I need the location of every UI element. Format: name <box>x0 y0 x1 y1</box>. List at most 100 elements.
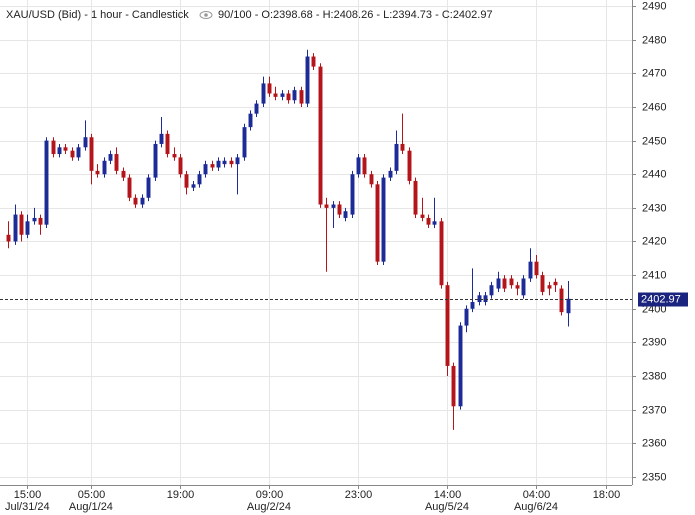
candle-body <box>343 211 348 218</box>
candle-body <box>102 160 107 175</box>
candle-body <box>369 174 374 185</box>
y-tick-label: 2430 <box>642 202 666 214</box>
candle-body <box>394 143 399 171</box>
candle-body <box>496 278 501 289</box>
x-date-label: Aug/6/24 <box>514 501 558 513</box>
candle-body <box>242 127 247 158</box>
candle-body <box>426 217 431 225</box>
candle-body <box>362 157 367 175</box>
candle-body <box>159 133 164 144</box>
candle-body <box>381 177 386 262</box>
candle-body <box>57 147 62 155</box>
candle-body <box>51 140 56 155</box>
candle-body <box>356 157 361 175</box>
axes: 2350236023702380239024002410242024302440… <box>5 0 688 513</box>
candle-body <box>95 170 100 175</box>
candle-body <box>407 150 412 181</box>
candle-body <box>528 261 533 279</box>
candle-body <box>197 174 202 185</box>
candle-body <box>13 214 18 242</box>
candle-body <box>311 56 316 67</box>
candle-body <box>559 288 564 313</box>
last-price-label: 2402.97 <box>641 293 681 305</box>
y-tick-label: 2460 <box>642 101 666 113</box>
candle-body <box>470 302 475 309</box>
candle-body <box>153 143 158 178</box>
candle-body <box>261 83 266 104</box>
candle-body <box>108 154 113 161</box>
y-tick-label: 2490 <box>642 0 666 12</box>
chart-title: XAU/USD (Bid) - 1 hour - Candlestick <box>6 9 189 21</box>
candle-body <box>400 143 405 151</box>
candle-body <box>210 164 215 168</box>
x-tick-label: 15:00 <box>14 489 42 501</box>
candle-body <box>509 278 514 286</box>
x-date-label: Aug/5/24 <box>425 501 469 513</box>
candle-body <box>521 278 526 296</box>
eye-icon[interactable] <box>199 11 213 19</box>
y-tick-label: 2390 <box>642 336 666 348</box>
candle-body <box>337 204 342 215</box>
x-tick-label: 19:00 <box>167 489 195 501</box>
candle-body <box>235 157 240 165</box>
candle-body <box>413 180 418 215</box>
x-date-label: Aug/2/24 <box>247 501 291 513</box>
ohlc-info: 90/100 - O:2398.68 - H:2408.26 - L:2394.… <box>218 9 493 21</box>
candle-body <box>248 113 253 128</box>
x-date-label: Aug/1/24 <box>69 501 113 513</box>
x-tick-label: 23:00 <box>345 489 373 501</box>
candle-body <box>25 221 30 235</box>
candle-body <box>489 285 494 296</box>
candle-body <box>534 261 539 276</box>
candle-body <box>203 164 208 175</box>
candle-body <box>477 295 482 303</box>
candle-body <box>178 157 183 175</box>
y-tick-label: 2420 <box>642 235 666 247</box>
candle-body <box>133 197 138 205</box>
y-tick-label: 2380 <box>642 370 666 382</box>
y-tick-label: 2480 <box>642 34 666 46</box>
candle-body <box>566 298 571 314</box>
candle-body <box>432 221 437 225</box>
candle-body <box>44 140 49 225</box>
candle-body <box>32 217 37 222</box>
candle-body <box>229 160 234 165</box>
candle-body <box>114 154 119 171</box>
candle-body <box>540 275 545 292</box>
x-tick-label: 14:00 <box>434 489 462 501</box>
candle-body <box>146 177 151 198</box>
candle-body <box>502 278 507 289</box>
candle-body <box>464 308 469 326</box>
candle-body <box>331 204 336 208</box>
candle-body <box>19 214 24 235</box>
candle-body <box>267 83 272 94</box>
x-date-label: Jul/31/24 <box>5 501 50 513</box>
candle-body <box>140 197 145 205</box>
y-tick-label: 2450 <box>642 135 666 147</box>
candle-body <box>273 93 278 97</box>
candle-body <box>445 285 450 366</box>
candle-body <box>420 214 425 218</box>
candle-body <box>76 147 81 158</box>
y-tick-label: 2370 <box>642 404 666 416</box>
candle-body <box>451 365 456 407</box>
candle-body <box>254 103 259 114</box>
candle-body <box>280 93 285 97</box>
candle-body <box>318 66 323 205</box>
candle-body <box>553 281 558 286</box>
x-tick-label: 04:00 <box>523 489 551 501</box>
y-tick-label: 2360 <box>642 437 666 449</box>
candle-body <box>299 90 304 104</box>
last-price-box <box>638 292 688 307</box>
candle-body <box>324 204 329 208</box>
grid <box>0 0 632 485</box>
candle-body <box>172 154 177 158</box>
candle-body <box>83 137 88 148</box>
candle-body <box>121 170 126 178</box>
y-tick-label: 2350 <box>642 471 666 483</box>
candle-body <box>70 150 75 158</box>
candle-body <box>292 90 297 101</box>
x-tick-label: 09:00 <box>256 489 284 501</box>
candle-body <box>375 184 380 262</box>
